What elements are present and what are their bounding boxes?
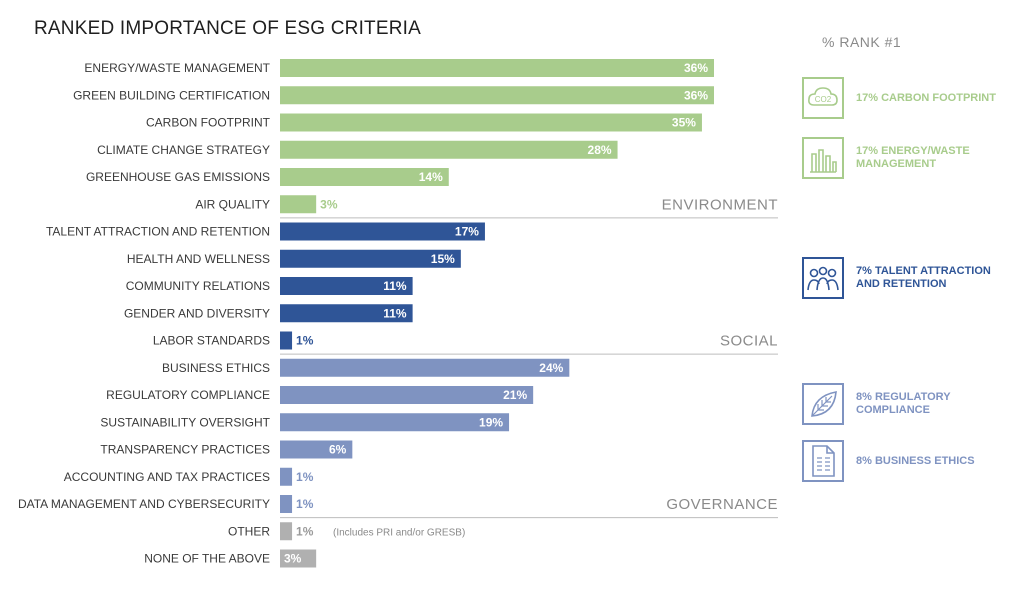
data-label: 28% — [588, 143, 612, 157]
bar — [280, 358, 570, 377]
bar — [280, 140, 618, 159]
category-label: NONE OF THE ABOVE — [144, 552, 270, 566]
annotation: (Includes PRI and/or GRESB) — [333, 527, 465, 538]
data-label: 24% — [539, 361, 563, 375]
data-label: 36% — [684, 61, 708, 75]
category-label: ACCOUNTING AND TAX PRACTICES — [64, 470, 270, 484]
data-label: 11% — [383, 279, 407, 293]
group-label: ENVIRONMENT — [662, 196, 778, 213]
data-label: 21% — [503, 388, 527, 402]
rank-item-regulatory: 8% REGULATORY COMPLIANCE — [802, 383, 996, 425]
category-label: OTHER — [228, 524, 270, 538]
category-label: CARBON FOOTPRINT — [146, 116, 271, 130]
data-label: 1% — [296, 470, 314, 484]
factory-icon — [802, 137, 844, 179]
rank-item-label: 8% REGULATORY COMPLIANCE — [856, 391, 951, 416]
bar — [280, 113, 702, 132]
data-label: 3% — [320, 197, 338, 211]
bar — [280, 277, 413, 295]
category-label: ENERGY/WASTE MANAGEMENT — [84, 61, 270, 75]
bar — [280, 168, 449, 186]
rank-item-talent: 7% TALENT ATTRACTION AND RETENTION — [802, 257, 996, 299]
rank-item-energy-waste: 17% ENERGY/WASTE MANAGEMENT — [802, 137, 996, 179]
rank-panel-title: % RANK #1 — [822, 34, 902, 50]
data-label: 3% — [284, 552, 302, 566]
category-label: DATA MANAGEMENT AND CYBERSECURITY — [18, 497, 270, 511]
co2-icon: CO2 — [802, 77, 844, 119]
bar — [280, 495, 293, 513]
rank-item-business-ethics: 8% BUSINESS ETHICS — [802, 440, 996, 482]
bar — [280, 86, 714, 105]
bar — [280, 413, 510, 432]
group-label: GOVERNANCE — [666, 496, 778, 513]
category-label: GREENHOUSE GAS EMISSIONS — [86, 170, 270, 184]
document-icon — [802, 440, 844, 482]
rank-item-label: 17% CARBON FOOTPRINT — [856, 91, 996, 104]
data-label: 1% — [296, 497, 314, 511]
category-label: HEALTH AND WELLNESS — [127, 252, 270, 266]
bar — [280, 59, 714, 77]
svg-text:CO2: CO2 — [815, 95, 832, 104]
bar — [280, 222, 485, 241]
rank-item-label: 8% BUSINESS ETHICS — [856, 454, 975, 467]
bar — [280, 467, 293, 486]
category-label: REGULATORY COMPLIANCE — [106, 388, 270, 402]
rank-item-label: 7% TALENT ATTRACTION AND RETENTION — [856, 265, 991, 290]
data-label: 17% — [455, 225, 479, 239]
data-label: 36% — [684, 88, 708, 102]
category-label: AIR QUALITY — [195, 197, 270, 211]
category-label: CLIMATE CHANGE STRATEGY — [97, 143, 270, 157]
data-label: 6% — [329, 443, 347, 457]
bar — [280, 386, 534, 404]
chart-title: RANKED IMPORTANCE OF ESG CRITERIA — [34, 18, 421, 39]
category-label: GREEN BUILDING CERTIFICATION — [73, 88, 270, 102]
category-label: GENDER AND DIVERSITY — [124, 306, 270, 320]
category-label: LABOR STANDARDS — [153, 334, 270, 348]
data-label: 11% — [383, 306, 407, 320]
data-label: 35% — [672, 116, 696, 130]
bar — [280, 195, 317, 214]
category-label: COMMUNITY RELATIONS — [126, 279, 270, 293]
group-label: SOCIAL — [720, 333, 778, 350]
category-label: TRANSPARENCY PRACTICES — [100, 443, 270, 457]
category-label: TALENT ATTRACTION AND RETENTION — [46, 225, 270, 239]
bar — [280, 549, 317, 568]
data-label: 19% — [479, 415, 503, 429]
rank-item-carbon-footprint: CO2 17% CARBON FOOTPRINT — [802, 77, 996, 119]
data-label: 1% — [296, 524, 314, 538]
data-label: 1% — [296, 334, 314, 348]
data-label: 15% — [431, 252, 455, 266]
bar — [280, 331, 293, 350]
category-label: SUSTAINABILITY OVERSIGHT — [100, 415, 270, 429]
category-label: BUSINESS ETHICS — [162, 361, 270, 375]
bar — [280, 304, 413, 323]
leaf-icon — [802, 383, 844, 425]
people-icon — [802, 257, 844, 299]
rank-item-label: 17% ENERGY/WASTE MANAGEMENT — [856, 145, 970, 170]
bar — [280, 522, 293, 541]
data-label: 14% — [419, 170, 443, 184]
bar — [280, 249, 461, 268]
bar — [280, 440, 353, 459]
